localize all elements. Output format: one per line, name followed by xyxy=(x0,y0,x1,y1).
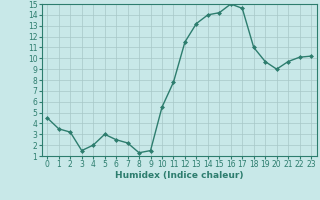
X-axis label: Humidex (Indice chaleur): Humidex (Indice chaleur) xyxy=(115,171,244,180)
